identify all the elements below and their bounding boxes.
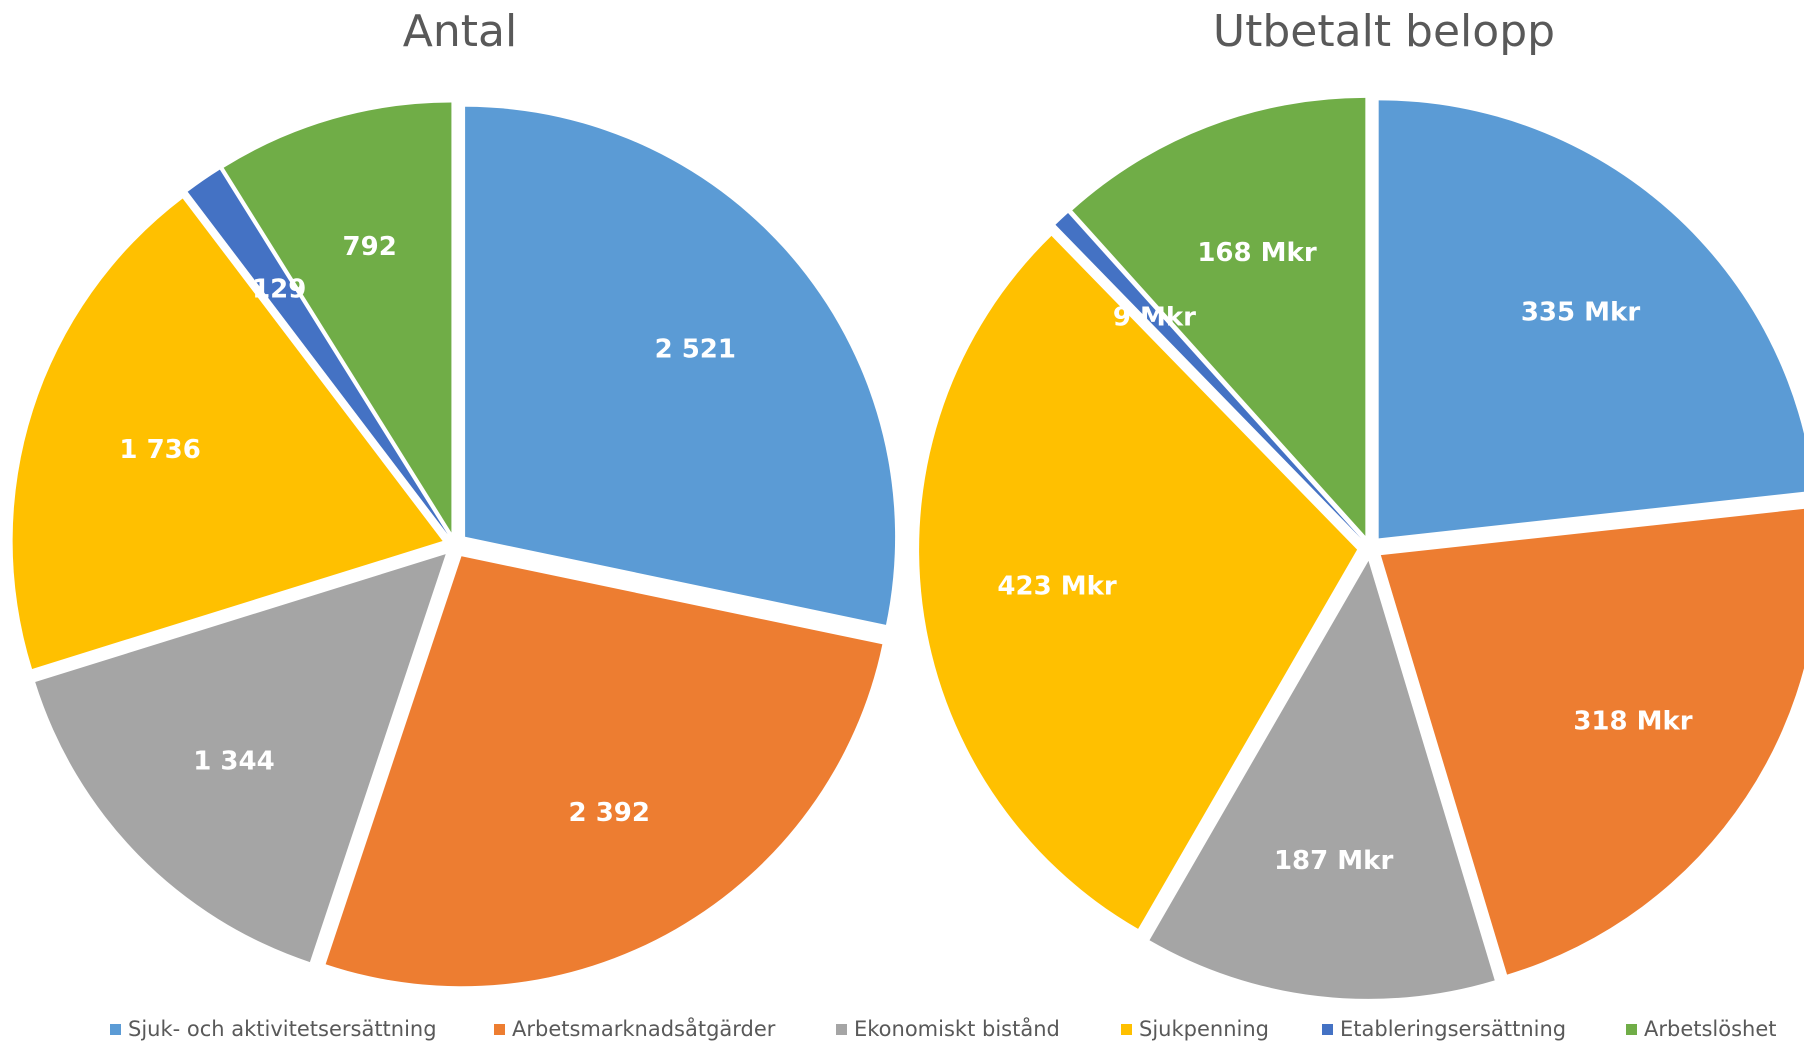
legend-swatch: [1121, 1024, 1132, 1035]
legend-label: Arbetsmarknadsåtgärder: [512, 1016, 776, 1041]
legend-label: Ekonomiskt bistånd: [854, 1016, 1060, 1041]
pie-slice: [1380, 508, 1804, 975]
data-label: 1 344: [193, 746, 274, 776]
chart-title: Antal: [403, 6, 517, 57]
pie-slice: [187, 169, 448, 535]
data-label: 2 521: [655, 334, 736, 364]
legend-swatch: [110, 1024, 121, 1035]
pie-slice: [1072, 97, 1366, 536]
legend-label: Sjuk- och aktivitetsersättning: [128, 1017, 437, 1041]
data-label: 9 Mkr: [1113, 302, 1196, 332]
legend-label: Etableringsersättning: [1340, 1017, 1566, 1041]
pie-slice: [12, 198, 443, 669]
pie-slice: [1055, 213, 1362, 539]
chart-title: Utbetalt belopp: [1213, 6, 1555, 57]
pie-slice: [1378, 100, 1804, 539]
pie-slice: [325, 556, 883, 987]
data-label: 335 Mkr: [1521, 298, 1640, 328]
legend-label: Arbetslöshet: [1644, 1017, 1777, 1041]
legend-label: Sjukpenning: [1139, 1017, 1269, 1041]
legend-swatch: [1322, 1024, 1333, 1035]
pie-slice: [35, 554, 446, 963]
data-label: 129: [252, 275, 306, 305]
pie-slice: [919, 235, 1358, 929]
data-label: 2 392: [569, 798, 650, 828]
data-label: 1 736: [119, 435, 200, 465]
pie-slice: [465, 106, 896, 625]
data-label: 187 Mkr: [1274, 846, 1393, 876]
legend-swatch: [1626, 1024, 1637, 1035]
data-label: 792: [343, 232, 397, 262]
pie-slice: [1149, 560, 1495, 999]
pie-slice: [223, 102, 452, 533]
data-label: 318 Mkr: [1573, 707, 1692, 737]
legend-swatch: [836, 1024, 847, 1035]
data-label: 168 Mkr: [1197, 238, 1316, 268]
legend-swatch: [494, 1024, 505, 1035]
data-label: 423 Mkr: [997, 572, 1116, 602]
